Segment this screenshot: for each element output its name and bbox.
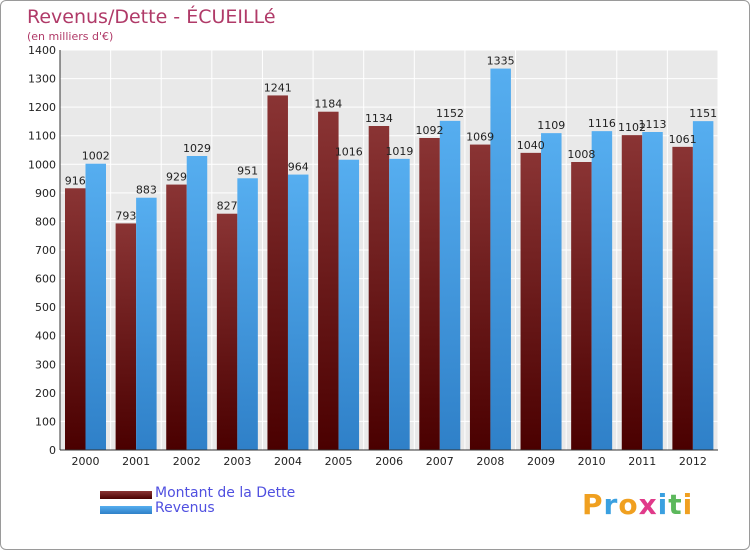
- x-tick-label: 2006: [375, 455, 403, 468]
- bars: [65, 68, 714, 451]
- y-tick-label: 900: [35, 187, 56, 200]
- logo-letter: x: [638, 488, 658, 521]
- x-tick-label: 2004: [274, 455, 302, 468]
- data-label-dette: 1061: [669, 133, 697, 146]
- y-tick-label: 600: [35, 273, 56, 286]
- bar-revenus: [692, 121, 714, 451]
- data-label-dette: 793: [115, 209, 136, 222]
- data-label-revenus: 1019: [385, 145, 413, 158]
- data-label-revenus: 1116: [588, 117, 616, 130]
- data-label-dette: 1008: [567, 148, 595, 161]
- legend-label-debt: Montant de la Dette: [155, 485, 296, 501]
- y-tick-label: 800: [35, 215, 56, 228]
- y-tick-label: 1200: [28, 101, 56, 114]
- bar-revenus: [642, 132, 663, 450]
- bar-dette: [115, 223, 137, 450]
- y-tick-label: 1300: [28, 73, 56, 86]
- data-label-revenus: 1113: [639, 118, 667, 131]
- bar-dette: [65, 188, 86, 451]
- y-tick-label: 200: [35, 387, 56, 400]
- data-label-dette: 1241: [264, 81, 292, 94]
- x-tick-label: 2009: [527, 455, 555, 468]
- data-label-dette: 1069: [466, 131, 494, 144]
- x-tick-label: 2010: [578, 455, 606, 468]
- data-label-dette: 827: [217, 200, 238, 213]
- bar-dette: [166, 184, 187, 451]
- logo-letter: t: [668, 488, 683, 521]
- y-tick-label: 300: [35, 358, 56, 371]
- x-tick-label: 2007: [426, 455, 454, 468]
- x-tick-label: 2001: [122, 455, 150, 468]
- chart-subtitle: (en milliers d'€): [27, 30, 114, 43]
- data-label-revenus: 1152: [436, 107, 464, 120]
- legend-swatch-debt: [100, 491, 152, 499]
- x-tick-label: 2000: [72, 455, 100, 468]
- y-tick-label: 1000: [28, 158, 56, 171]
- bar-revenus: [85, 163, 106, 450]
- x-tick-label: 2002: [173, 455, 201, 468]
- bar-dette: [216, 213, 238, 450]
- data-label-dette: 1102: [618, 121, 646, 134]
- data-label-dette: 1040: [517, 139, 545, 152]
- bar-dette: [318, 111, 339, 450]
- logo-letter: i: [682, 488, 694, 521]
- chart-title: Revenus/Dette - ÉCUEILLé: [27, 6, 276, 28]
- data-label-dette: 916: [65, 174, 86, 187]
- bar-dette: [469, 144, 491, 451]
- y-tick-label: 1400: [28, 44, 56, 57]
- bar-dette: [368, 126, 390, 450]
- bar-revenus: [439, 120, 461, 450]
- data-label-revenus: 1016: [335, 146, 363, 159]
- bar-revenus: [591, 131, 613, 450]
- data-label-revenus: 883: [136, 184, 157, 197]
- data-label-revenus: 1151: [689, 107, 717, 120]
- bar-dette: [267, 95, 288, 450]
- bar-revenus: [541, 133, 562, 450]
- data-label-dette: 1184: [314, 98, 342, 111]
- logo-letter: r: [603, 488, 619, 521]
- bar-dette: [621, 135, 643, 450]
- data-label-revenus: 951: [237, 164, 258, 177]
- y-tick-label: 100: [35, 415, 56, 428]
- bar-revenus: [490, 68, 511, 451]
- y-tick-label: 700: [35, 244, 56, 257]
- x-tick-label: 2003: [223, 455, 251, 468]
- data-label-revenus: 964: [288, 161, 309, 174]
- logo-letter: o: [618, 488, 639, 521]
- bar-revenus: [136, 197, 157, 450]
- data-label-revenus: 1109: [537, 119, 565, 132]
- logo-letter: i: [657, 488, 669, 521]
- x-tick-label: 2011: [628, 455, 656, 468]
- data-label-dette: 1092: [416, 124, 444, 137]
- data-label-dette: 929: [166, 171, 187, 184]
- axes: 0 100 200 300 400 500 600 700 800 900 1000 1100 1200…: [28, 44, 718, 468]
- y-tick-label: 1100: [28, 130, 56, 143]
- bar-revenus: [338, 159, 360, 450]
- data-label-revenus: 1335: [487, 55, 515, 68]
- data-label-dette: 1134: [365, 112, 393, 125]
- bar-revenus: [389, 158, 410, 450]
- data-label-revenus: 1029: [183, 142, 211, 155]
- bar-revenus: [237, 178, 258, 451]
- legend-label-revenus: Revenus: [155, 500, 215, 516]
- bar-dette: [520, 152, 542, 450]
- y-tick-label: 400: [35, 330, 56, 343]
- bar-revenus: [186, 156, 208, 450]
- x-tick-label: 2008: [476, 455, 504, 468]
- bar-revenus: [287, 174, 309, 451]
- y-tick-label: 0: [49, 444, 56, 457]
- bar-dette: [419, 138, 440, 450]
- x-tick-label: 2012: [679, 455, 707, 468]
- legend-swatch-revenus: [100, 506, 152, 514]
- proxiti-logo: Proxiti: [582, 488, 693, 521]
- y-tick-label: 500: [35, 301, 56, 314]
- bar-dette: [571, 162, 592, 450]
- bar-dette: [672, 146, 693, 450]
- x-tick-label: 2005: [325, 455, 353, 468]
- data-label-revenus: 1002: [82, 150, 110, 163]
- logo-letter: P: [582, 488, 604, 521]
